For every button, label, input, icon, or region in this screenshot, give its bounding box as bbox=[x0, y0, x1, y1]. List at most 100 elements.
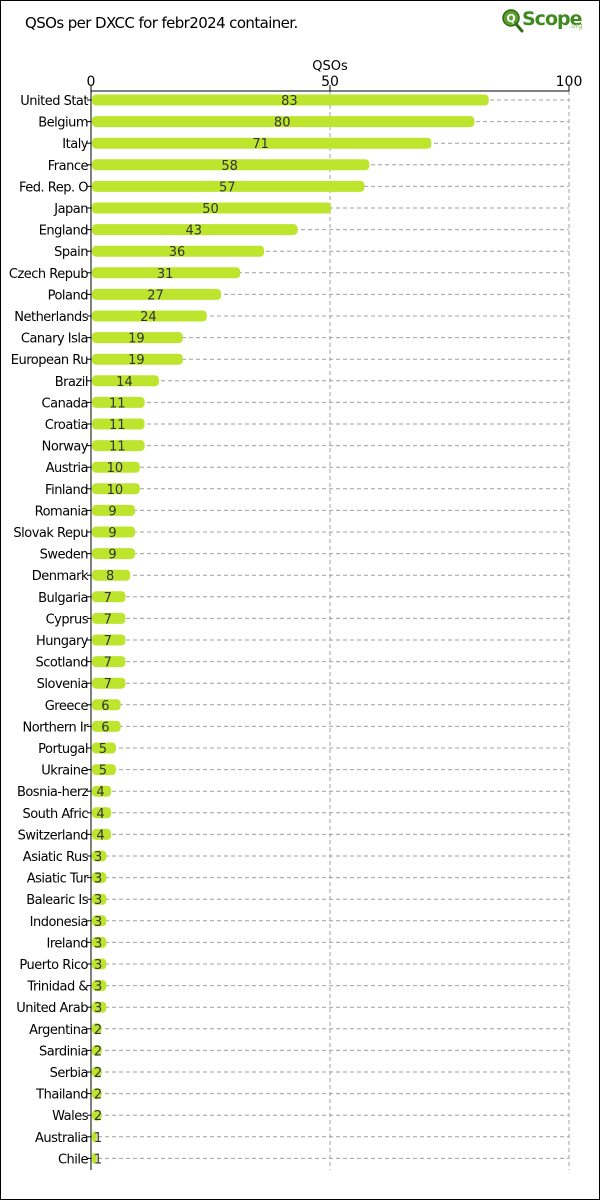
category-label: Finland bbox=[45, 483, 88, 498]
category-label: Canada bbox=[42, 396, 88, 411]
logo-domain: .org bbox=[569, 22, 583, 30]
category-label: Switzerland bbox=[18, 828, 89, 843]
data-label: 3 bbox=[94, 915, 102, 930]
bar bbox=[92, 375, 159, 387]
category-label: South Afric bbox=[22, 807, 88, 822]
bar bbox=[92, 612, 126, 624]
bar bbox=[92, 224, 298, 236]
data-label: 11 bbox=[109, 396, 126, 411]
category-label: Sardinia bbox=[39, 1044, 88, 1059]
bar bbox=[92, 1066, 102, 1078]
bars bbox=[92, 94, 489, 1164]
bar bbox=[92, 440, 145, 452]
data-label: 3 bbox=[94, 850, 102, 865]
bar bbox=[92, 656, 126, 668]
data-label: 7 bbox=[104, 677, 112, 692]
data-label: 10 bbox=[107, 483, 124, 498]
value-labels: 8380715857504336312724191914111111101099… bbox=[94, 94, 298, 1167]
bar bbox=[92, 742, 116, 754]
bar bbox=[92, 288, 222, 300]
category-label: Scotland bbox=[35, 656, 88, 671]
bar bbox=[92, 267, 241, 279]
data-label: 24 bbox=[140, 310, 157, 325]
category-label: Croatia bbox=[45, 418, 88, 433]
category-label: Ireland bbox=[47, 936, 89, 951]
category-label: Czech Repub bbox=[9, 267, 88, 282]
bar bbox=[92, 980, 107, 992]
data-label: 50 bbox=[202, 202, 219, 217]
data-label: 2 bbox=[94, 1109, 102, 1124]
data-label: 36 bbox=[169, 245, 186, 260]
category-labels: United Stat Belgium Italy France Fed. Rep. O… bbox=[9, 94, 90, 1167]
bar bbox=[92, 332, 183, 344]
category-label: Indonesia bbox=[30, 915, 88, 930]
x-ticks: 0 50 100 bbox=[87, 74, 582, 1159]
data-label: 3 bbox=[94, 958, 102, 973]
data-label: 5 bbox=[99, 742, 107, 757]
bar bbox=[92, 828, 112, 840]
bar bbox=[92, 936, 107, 948]
data-label: 1 bbox=[94, 1152, 102, 1167]
category-label: United Stat bbox=[20, 94, 88, 109]
data-label: 2 bbox=[94, 1044, 102, 1059]
data-label: 6 bbox=[101, 699, 109, 714]
bar bbox=[92, 720, 121, 732]
bar bbox=[92, 548, 136, 560]
bar bbox=[92, 504, 136, 516]
category-label: Puerto Rico bbox=[19, 958, 88, 973]
svg-text:Q: Q bbox=[506, 12, 515, 25]
category-label: Northern Ir bbox=[22, 720, 89, 735]
data-label: 5 bbox=[99, 764, 107, 779]
bar bbox=[92, 677, 126, 689]
bar bbox=[92, 872, 107, 884]
data-label: 58 bbox=[221, 159, 238, 174]
category-label: Belgium bbox=[38, 116, 88, 131]
data-label: 3 bbox=[94, 893, 102, 908]
category-label: Sweden bbox=[40, 548, 89, 563]
bar bbox=[92, 915, 107, 927]
category-label: Chile bbox=[58, 1152, 89, 1167]
category-label: Argentina bbox=[29, 1023, 88, 1038]
data-label: 3 bbox=[94, 1001, 102, 1016]
data-label: 3 bbox=[94, 980, 102, 995]
category-label: Spain bbox=[54, 245, 88, 260]
bar bbox=[92, 116, 475, 128]
chart-title: QSOs per DXCC for febr2024 container. bbox=[25, 14, 298, 32]
qscope-logo[interactable]: Q Scope .org bbox=[500, 6, 586, 36]
data-label: 71 bbox=[252, 137, 269, 152]
category-label: Ukraine bbox=[41, 764, 88, 779]
data-label: 3 bbox=[94, 936, 102, 951]
category-label: United Arab bbox=[16, 1001, 88, 1016]
category-label: Trinidad & bbox=[26, 980, 88, 995]
category-label: Slovenia bbox=[37, 677, 88, 692]
bar bbox=[92, 137, 432, 149]
bar bbox=[92, 180, 365, 192]
data-label: 4 bbox=[96, 807, 104, 822]
bar bbox=[92, 526, 136, 538]
category-label: Cyprus bbox=[46, 612, 89, 627]
bar bbox=[92, 634, 126, 646]
data-label: 2 bbox=[94, 1088, 102, 1103]
data-label: 9 bbox=[108, 548, 116, 563]
category-label: England bbox=[39, 224, 89, 239]
data-label: 2 bbox=[94, 1023, 102, 1038]
data-label: 1 bbox=[94, 1131, 102, 1146]
data-label: 8 bbox=[106, 569, 114, 584]
category-label: Balearic Is bbox=[26, 893, 89, 908]
data-label: 6 bbox=[101, 720, 109, 735]
bar bbox=[92, 159, 370, 171]
bar bbox=[92, 893, 107, 905]
category-label: European Ru bbox=[11, 353, 89, 368]
category-label: Thailand bbox=[35, 1088, 88, 1103]
bar bbox=[92, 1088, 102, 1100]
category-label: Hungary bbox=[36, 634, 89, 649]
category-label: Asiatic Rus bbox=[23, 850, 89, 865]
bar bbox=[92, 1023, 102, 1035]
category-label: Italy bbox=[62, 137, 89, 152]
category-label: Serbia bbox=[50, 1066, 88, 1081]
category-label: Greece bbox=[45, 699, 89, 714]
x-tick-label: 0 bbox=[87, 74, 96, 90]
bar bbox=[92, 850, 107, 862]
data-label: 7 bbox=[104, 591, 112, 606]
